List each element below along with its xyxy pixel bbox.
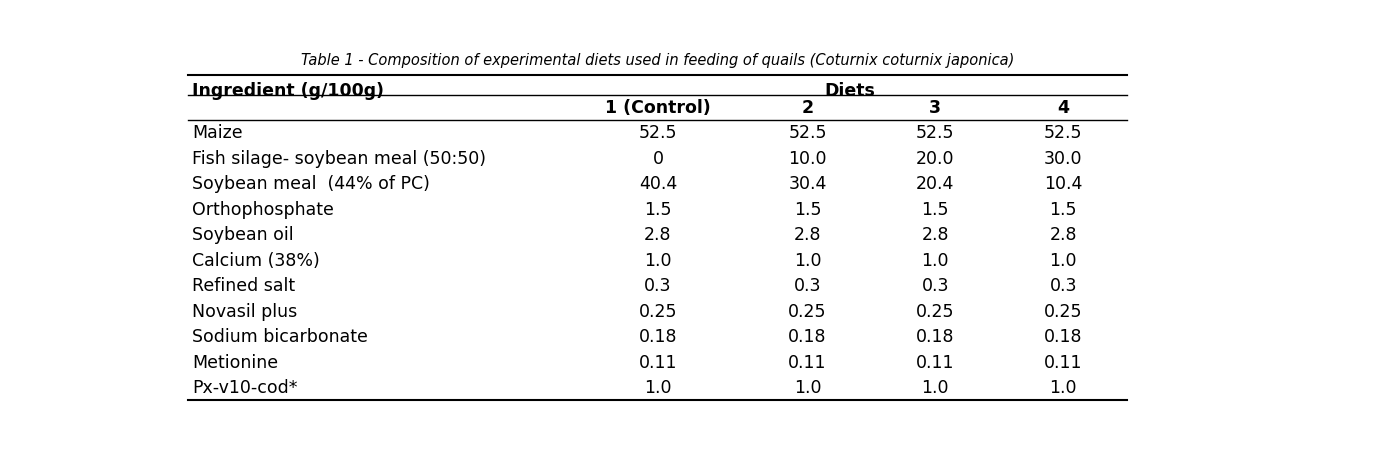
Text: 52.5: 52.5 xyxy=(916,124,955,142)
Text: 2.8: 2.8 xyxy=(644,226,671,244)
Text: 1.0: 1.0 xyxy=(644,251,671,269)
Text: 1.0: 1.0 xyxy=(1050,379,1076,397)
Text: 2.8: 2.8 xyxy=(921,226,949,244)
Text: 10.0: 10.0 xyxy=(788,150,826,168)
Text: Calcium (38%): Calcium (38%) xyxy=(192,251,320,269)
Text: 0.3: 0.3 xyxy=(644,277,671,295)
Text: 0.25: 0.25 xyxy=(788,302,826,320)
Text: 10.4: 10.4 xyxy=(1044,175,1082,193)
Text: 30.4: 30.4 xyxy=(788,175,826,193)
Text: 1 (Control): 1 (Control) xyxy=(605,99,710,117)
Text: Novasil plus: Novasil plus xyxy=(192,302,298,320)
Text: 2.8: 2.8 xyxy=(794,226,821,244)
Text: 0.11: 0.11 xyxy=(916,353,955,371)
Text: 1.0: 1.0 xyxy=(921,251,949,269)
Text: Sodium bicarbonate: Sodium bicarbonate xyxy=(192,328,368,346)
Text: 0.18: 0.18 xyxy=(1044,328,1082,346)
Text: Metionine: Metionine xyxy=(192,353,278,371)
Text: 0.18: 0.18 xyxy=(916,328,955,346)
Text: 1.5: 1.5 xyxy=(921,200,949,218)
Text: 0.11: 0.11 xyxy=(1044,353,1082,371)
Text: 30.0: 30.0 xyxy=(1044,150,1082,168)
Text: 1.5: 1.5 xyxy=(794,200,821,218)
Text: Diets: Diets xyxy=(825,82,875,100)
Text: 3: 3 xyxy=(930,99,941,117)
Text: 0: 0 xyxy=(653,150,664,168)
Text: Orthophosphate: Orthophosphate xyxy=(192,200,334,218)
Text: 1.5: 1.5 xyxy=(644,200,671,218)
Text: Soybean oil: Soybean oil xyxy=(192,226,294,244)
Text: 20.4: 20.4 xyxy=(916,175,955,193)
Text: 40.4: 40.4 xyxy=(639,175,677,193)
Text: 0.25: 0.25 xyxy=(639,302,677,320)
Text: 2: 2 xyxy=(801,99,814,117)
Text: 0.18: 0.18 xyxy=(639,328,677,346)
Text: Ingredient (g/100g): Ingredient (g/100g) xyxy=(192,82,384,100)
Text: 0.25: 0.25 xyxy=(916,302,955,320)
Text: 1.0: 1.0 xyxy=(644,379,671,397)
Text: 52.5: 52.5 xyxy=(1044,124,1082,142)
Text: 0.11: 0.11 xyxy=(788,353,826,371)
Text: 0.3: 0.3 xyxy=(1050,277,1076,295)
Text: 4: 4 xyxy=(1057,99,1069,117)
Text: 0.3: 0.3 xyxy=(921,277,949,295)
Text: Maize: Maize xyxy=(192,124,243,142)
Text: 20.0: 20.0 xyxy=(916,150,955,168)
Text: Fish silage- soybean meal (50:50): Fish silage- soybean meal (50:50) xyxy=(192,150,487,168)
Text: 52.5: 52.5 xyxy=(788,124,826,142)
Text: 52.5: 52.5 xyxy=(639,124,677,142)
Text: 1.0: 1.0 xyxy=(794,251,821,269)
Text: 2.8: 2.8 xyxy=(1050,226,1076,244)
Text: Table 1 - Composition of experimental diets used in feeding of quails (Coturnix : Table 1 - Composition of experimental di… xyxy=(301,52,1014,67)
Text: 1.0: 1.0 xyxy=(921,379,949,397)
Text: 0.3: 0.3 xyxy=(794,277,821,295)
Text: 0.18: 0.18 xyxy=(788,328,826,346)
Text: 1.0: 1.0 xyxy=(1050,251,1076,269)
Text: 0.11: 0.11 xyxy=(639,353,677,371)
Text: Px-v10-cod*: Px-v10-cod* xyxy=(192,379,298,397)
Text: Soybean meal  (44% of PC): Soybean meal (44% of PC) xyxy=(192,175,431,193)
Text: 1.0: 1.0 xyxy=(794,379,821,397)
Text: 0.25: 0.25 xyxy=(1044,302,1082,320)
Text: 1.5: 1.5 xyxy=(1050,200,1076,218)
Text: Refined salt: Refined salt xyxy=(192,277,295,295)
